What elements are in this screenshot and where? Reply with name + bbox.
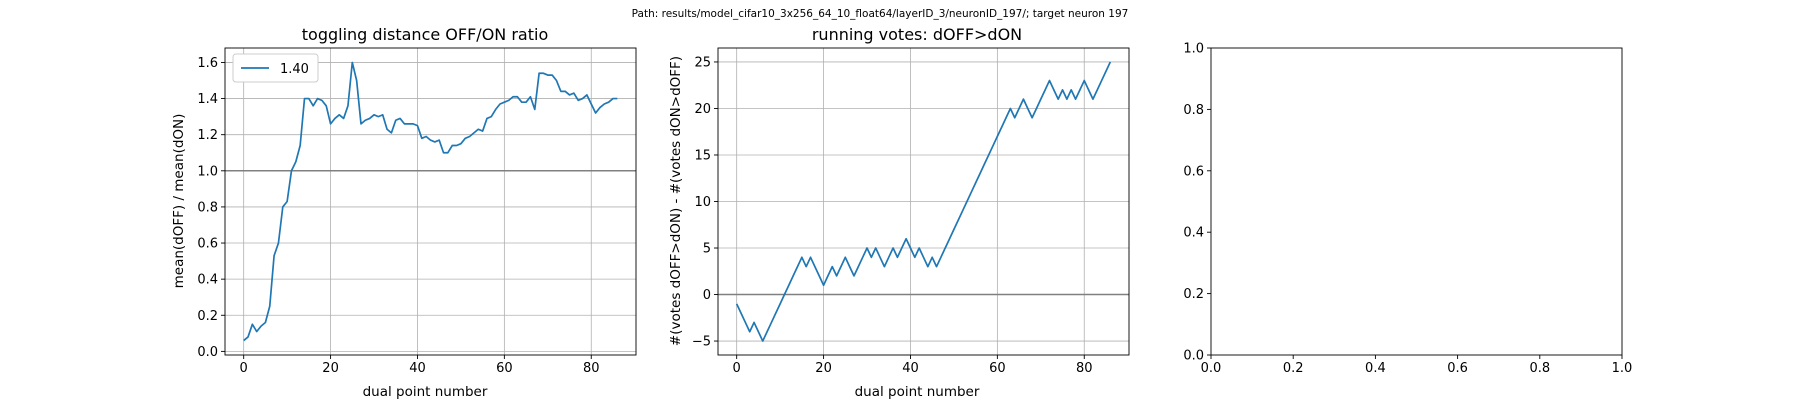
x-tick-label: 60 [496,361,513,376]
x-axis-label: dual point number [855,384,980,400]
chart-title: running votes: dOFF>dON [812,25,1022,44]
x-tick-label: 80 [583,361,600,376]
x-tick-label: 1.0 [1612,361,1633,376]
x-tick-label: 0.6 [1447,361,1468,376]
y-tick-label: 0.2 [1183,287,1204,302]
y-axis-label: #(votes dOFF>dON) - #(votes dON>dOFF) [668,56,684,346]
y-tick-label: 1.6 [197,56,218,71]
x-tick-label: 0.2 [1283,361,1304,376]
legend-box [232,53,319,83]
x-tick-label: 20 [815,361,832,376]
y-tick-label: 0.6 [197,237,218,252]
y-tick-label: 0.6 [1183,164,1204,179]
y-tick-label: 0.4 [1183,226,1204,241]
x-tick-label: 0.4 [1365,361,1386,376]
y-tick-label: 0.0 [1183,349,1204,364]
axes-frame [1210,47,1623,356]
y-tick-label: 5 [703,242,711,257]
x-tick-label: 60 [989,361,1006,376]
y-tick-label: 0.2 [197,309,218,324]
x-tick-label: 40 [902,361,919,376]
chart-panel-toggling-ratio: toggling distance OFF/ON ratio dual poin… [171,25,637,400]
y-tick-label: 0.8 [197,200,218,215]
x-tick-label: 80 [1076,361,1093,376]
x-tick-label: 0 [240,361,248,376]
x-tick-label: 0.8 [1529,361,1550,376]
chart-panel-empty: 0.0 0.2 0.4 0.6 0.8 1.0 0.0 0.2 0.4 0.6 0.8 1.0 [1183,42,1632,377]
axes-frame [224,47,637,356]
y-tick-label: 1.2 [197,128,218,143]
y-tick-label: −5 [692,335,711,350]
y-axis-label: mean(dOFF) / mean(dON) [171,114,187,289]
chart-title: toggling distance OFF/ON ratio [302,25,548,44]
x-tick-label: 0 [733,361,741,376]
x-tick-label: 20 [322,361,339,376]
y-tick-label: 25 [694,55,711,70]
y-tick-label: 0.4 [197,273,218,288]
chart-panel-running-votes: running votes: dOFF>dON dual point numbe… [668,25,1130,400]
figure-suptitle: Path: results/model_cifar10_3x256_64_10_… [632,8,1129,20]
y-tick-label: 1.4 [197,92,218,107]
series-line [735,61,1112,342]
y-tick-label: 15 [694,148,711,163]
y-tick-label: 0.0 [197,345,218,360]
series-line [243,61,618,342]
y-tick-label: 20 [694,102,711,117]
x-axis-label: dual point number [363,384,488,400]
legend-entry-label: 1.40 [280,62,309,77]
y-tick-label: 0 [703,288,711,303]
y-tick-label: 1.0 [1183,42,1204,57]
x-tick-label: 40 [409,361,426,376]
y-tick-label: 10 [694,195,711,210]
y-tick-label: 0.8 [1183,103,1204,118]
y-tick-label: 1.0 [197,164,218,179]
x-tick-label: 0.0 [1201,361,1222,376]
